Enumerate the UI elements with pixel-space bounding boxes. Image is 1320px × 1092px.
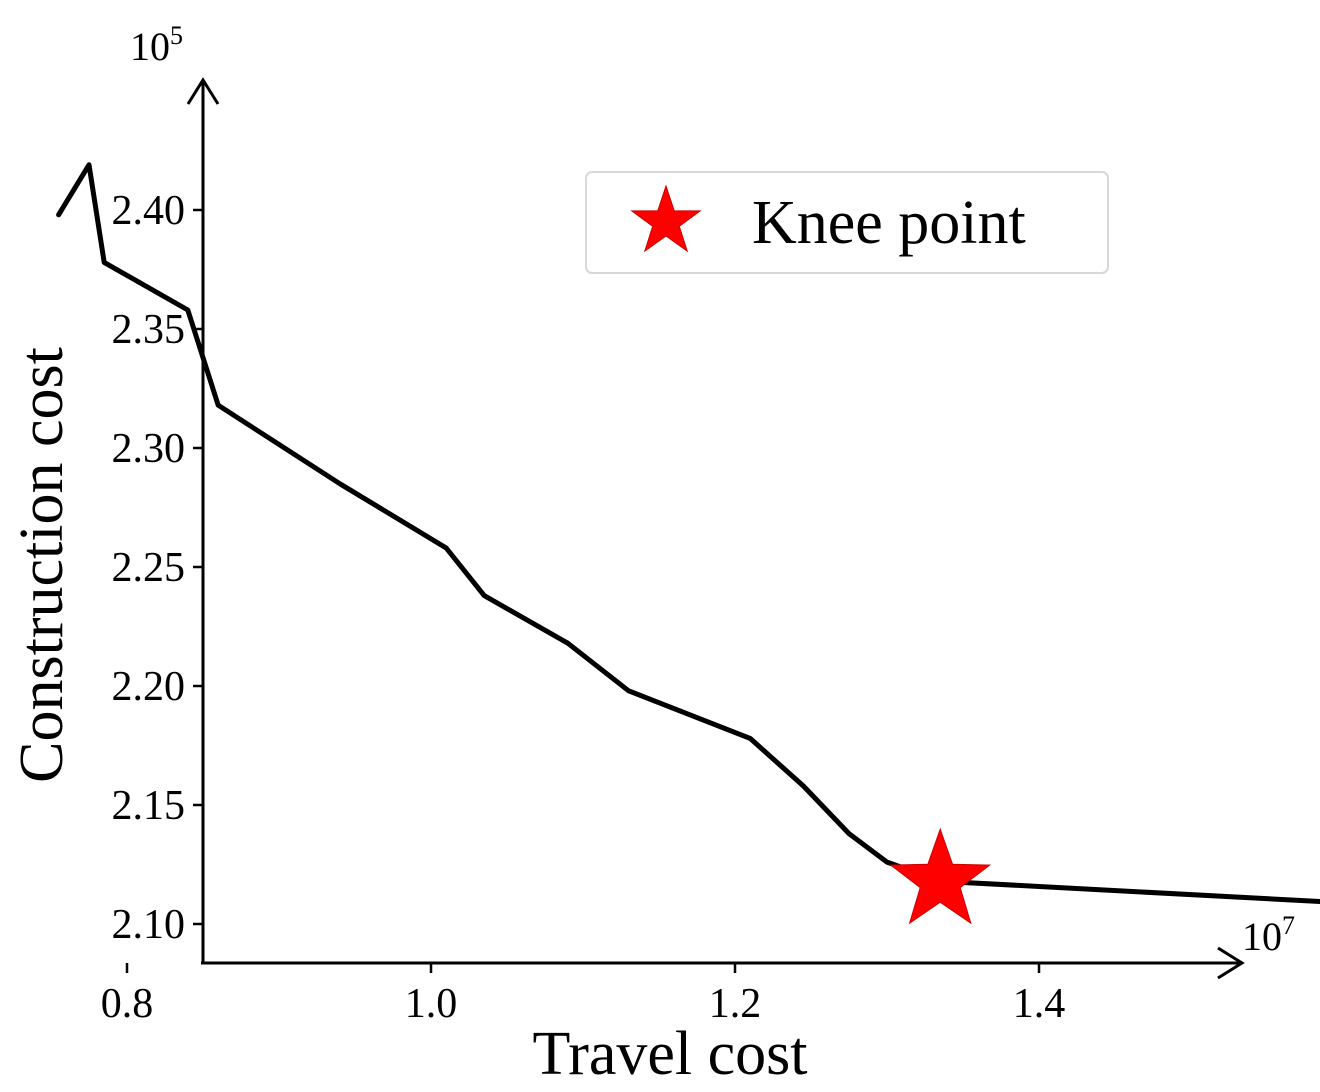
- y-tick-label: 2.20: [112, 664, 186, 710]
- y-tick-label: 2.10: [112, 902, 186, 948]
- x-tick-label: 1.0: [405, 981, 458, 1027]
- y-tick-label: 2.25: [112, 545, 186, 591]
- x-axis-arrow: [1217, 946, 1245, 980]
- series-line: [56, 162, 1320, 905]
- x-exponent-base: 10: [1242, 914, 1282, 959]
- knee-point-star: [889, 827, 992, 925]
- x-tick-label: 1.4: [1013, 981, 1066, 1027]
- x-tick-label: 1.6: [1317, 981, 1320, 1027]
- axes: [186, 77, 1245, 980]
- x-axis-title: Travel cost: [533, 1020, 808, 1088]
- y-tick-label: 2.30: [112, 426, 186, 472]
- legend-label: Knee point: [752, 189, 1026, 257]
- x-tick-label: 1.2: [709, 981, 762, 1027]
- y-tick-label: 2.40: [112, 188, 186, 234]
- legend-star-icon: [630, 184, 702, 253]
- y-axis-title: Construction cost: [8, 347, 76, 783]
- x-ticks: 0.81.01.21.41.61.82.0: [101, 963, 1320, 1027]
- marker-layer: [889, 827, 992, 925]
- x-exponent-label: 107: [1242, 911, 1295, 959]
- y-exponent-power: 5: [170, 21, 183, 50]
- y-ticks: 2.10 2.15 2.20 2.25 2.30 2.35 2.40: [112, 188, 203, 948]
- y-exponent-base: 10: [130, 24, 170, 69]
- x-tick-label: 0.8: [101, 981, 154, 1027]
- series-layer: [56, 162, 1320, 905]
- x-exponent-power: 7: [1282, 911, 1295, 940]
- legend: Knee point: [585, 171, 1109, 274]
- y-tick-label: 2.35: [112, 307, 186, 353]
- y-tick-label: 2.15: [112, 783, 186, 829]
- legend-box: [585, 171, 1109, 274]
- y-exponent-label: 105: [130, 21, 183, 69]
- y-axis-arrow: [186, 77, 220, 105]
